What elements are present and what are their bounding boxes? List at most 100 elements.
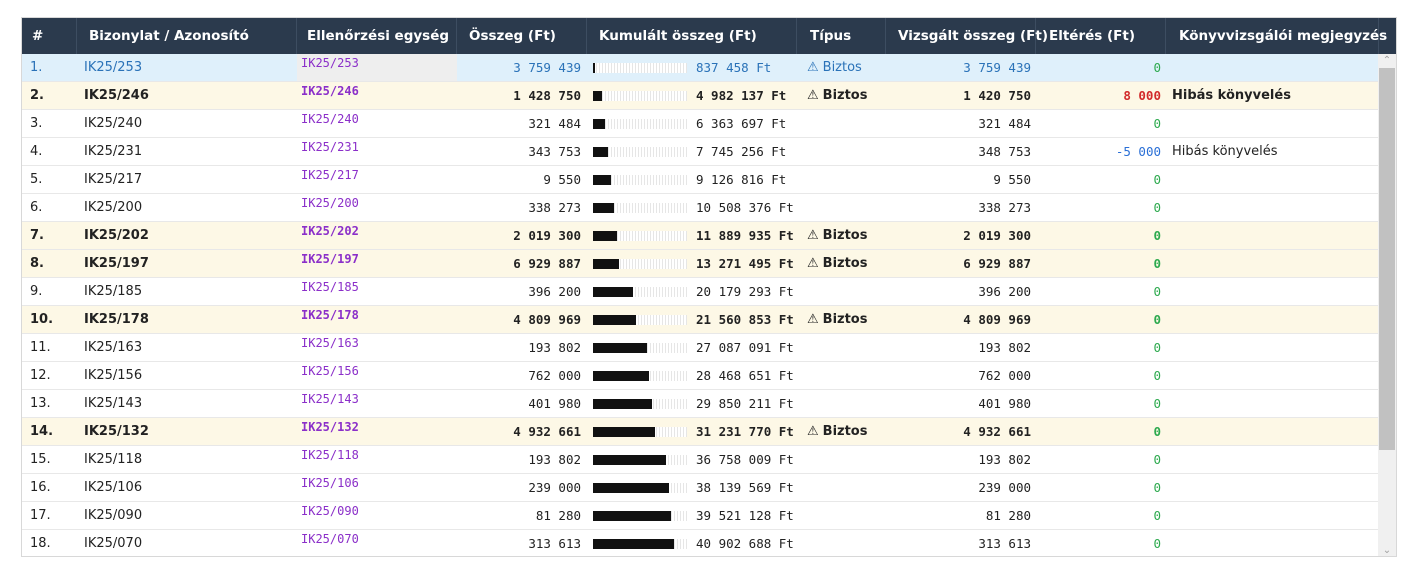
cumulative-progress-bar	[593, 230, 687, 241]
cumulative-value: 837 458 Ft	[696, 60, 772, 75]
cumulative-progress-bar	[593, 342, 687, 353]
control-unit-link[interactable]: IK25/246	[301, 84, 359, 98]
cumulative-progress-fill	[593, 454, 666, 465]
scroll-up-icon[interactable]: ⌃	[1382, 55, 1392, 66]
column-header-verified[interactable]: Vizsgált összeg (Ft)	[886, 18, 1048, 54]
row-index: 12.	[30, 368, 51, 383]
verified-amount: 9 550	[993, 172, 1031, 187]
cumulative-progress-fill	[593, 146, 608, 157]
warning-icon: ⚠	[807, 60, 819, 75]
difference-value: 0	[1153, 536, 1161, 551]
cumulative-progress-fill	[593, 370, 649, 381]
table-row[interactable]: 2. IK25/246 IK25/246 1 428 750 4 982 137 Ft ⚠…	[22, 82, 1379, 110]
control-unit-link[interactable]: IK25/200	[301, 196, 359, 210]
table-row[interactable]: 8. IK25/197 IK25/197 6 929 887 13 271 495 Ft…	[22, 250, 1379, 278]
control-unit-link[interactable]: IK25/106	[301, 476, 359, 490]
table-row[interactable]: 1. IK25/253 IK25/253 3 759 439 837 458 Ft ⚠ Bi…	[22, 54, 1379, 82]
table-row[interactable]: 10. IK25/178 IK25/178 4 809 969 21 560 853 F…	[22, 306, 1379, 334]
column-header-difference[interactable]: Eltérés (Ft)	[1036, 18, 1166, 54]
table-row[interactable]: 6. IK25/200 IK25/200 338 273 10 508 376 Ft 33…	[22, 194, 1379, 222]
cumulative-cell: 13 271 495 Ft	[587, 256, 797, 271]
cumulative-value: 10 508 376 Ft	[696, 200, 794, 215]
vertical-scrollbar[interactable]: ⌃ ⌄	[1378, 54, 1396, 556]
control-unit-link[interactable]: IK25/197	[301, 252, 359, 266]
row-index: 13.	[30, 396, 51, 411]
control-unit-link[interactable]: IK25/240	[301, 112, 359, 126]
cumulative-progress-fill	[593, 398, 652, 409]
control-unit-link[interactable]: IK25/231	[301, 140, 359, 154]
cumulative-cell: 6 363 697 Ft	[587, 116, 797, 131]
table-row[interactable]: 7. IK25/202 IK25/202 2 019 300 11 889 935 Ft…	[22, 222, 1379, 250]
table-row[interactable]: 16. IK25/106 IK25/106 239 000 38 139 569 Ft 2…	[22, 474, 1379, 502]
document-id: IK25/106	[84, 480, 143, 495]
auditor-note[interactable]: Hibás könyvelés	[1172, 88, 1291, 103]
amount-value: 4 932 661	[513, 424, 581, 439]
row-index: 3.	[30, 116, 43, 131]
control-unit-link[interactable]: IK25/090	[301, 504, 359, 518]
table-row[interactable]: 5. IK25/217 IK25/217 9 550 9 126 816 Ft 9 550…	[22, 166, 1379, 194]
document-id: IK25/185	[84, 284, 143, 299]
verified-amount: 2 019 300	[963, 228, 1031, 243]
cumulative-cell: 10 508 376 Ft	[587, 200, 797, 215]
warning-icon: ⚠	[807, 424, 819, 439]
table-row[interactable]: 11. IK25/163 IK25/163 193 802 27 087 091 Ft 1…	[22, 334, 1379, 362]
table-row[interactable]: 4. IK25/231 IK25/231 343 753 7 745 256 Ft 348…	[22, 138, 1379, 166]
difference-value: 0	[1153, 228, 1161, 243]
table-row[interactable]: 15. IK25/118 IK25/118 193 802 36 758 009 Ft 1…	[22, 446, 1379, 474]
column-header-amount[interactable]: Összeg (Ft)	[457, 18, 587, 54]
scroll-down-icon[interactable]: ⌄	[1382, 545, 1392, 556]
cumulative-progress-bar	[593, 118, 687, 129]
control-unit-link[interactable]: IK25/202	[301, 224, 359, 238]
control-unit-link[interactable]: IK25/143	[301, 392, 359, 406]
control-unit-link[interactable]: IK25/185	[301, 280, 359, 294]
cumulative-progress-bar	[593, 286, 687, 297]
column-header-unit[interactable]: Ellenőrzési egység	[297, 18, 457, 54]
difference-value: 0	[1153, 340, 1161, 355]
document-id: IK25/253	[84, 60, 143, 75]
verified-amount: 81 280	[985, 508, 1031, 523]
document-id: IK25/090	[84, 508, 143, 523]
control-unit-link[interactable]: IK25/253	[297, 54, 457, 81]
table-row[interactable]: 9. IK25/185 IK25/185 396 200 20 179 293 Ft 39…	[22, 278, 1379, 306]
control-unit-link[interactable]: IK25/070	[301, 532, 359, 546]
scrollbar-thumb[interactable]	[1379, 68, 1395, 450]
verified-amount: 3 759 439	[963, 60, 1031, 75]
column-header-cumulative[interactable]: Kumulált összeg (Ft)	[587, 18, 797, 54]
control-unit-link[interactable]: IK25/132	[301, 420, 359, 434]
difference-value: -5 000	[1115, 144, 1161, 159]
control-unit-link[interactable]: IK25/163	[301, 336, 359, 350]
type-label: Biztos	[822, 256, 868, 271]
column-header-auditor-note[interactable]: Könyvvizsgálói megjegyzés	[1166, 18, 1387, 54]
column-header-document[interactable]: Bizonylat / Azonosító	[77, 18, 297, 54]
control-unit-link[interactable]: IK25/178	[301, 308, 359, 322]
control-unit-link[interactable]: IK25/118	[301, 448, 359, 462]
cumulative-cell: 39 521 128 Ft	[587, 508, 797, 523]
document-id: IK25/231	[84, 144, 143, 159]
table-row[interactable]: 17. IK25/090 IK25/090 81 280 39 521 128 Ft 81…	[22, 502, 1379, 530]
row-index: 8.	[30, 256, 44, 271]
cumulative-progress-fill	[593, 538, 674, 549]
difference-value: 0	[1153, 508, 1161, 523]
auditor-note[interactable]: Hibás könyvelés	[1172, 144, 1278, 159]
table-row[interactable]: 3. IK25/240 IK25/240 321 484 6 363 697 Ft 321…	[22, 110, 1379, 138]
table-row[interactable]: 18. IK25/070 IK25/070 313 613 40 902 688 Ft 3…	[22, 530, 1379, 556]
row-index: 4.	[30, 144, 43, 159]
table-row[interactable]: 14. IK25/132 IK25/132 4 932 661 31 231 770 F…	[22, 418, 1379, 446]
document-id: IK25/197	[84, 256, 149, 271]
cumulative-value: 20 179 293 Ft	[696, 284, 794, 299]
control-unit-link[interactable]: IK25/156	[301, 364, 359, 378]
column-header-type[interactable]: Típus	[797, 18, 886, 54]
control-unit-link[interactable]: IK25/217	[301, 168, 359, 182]
verified-amount: 1 420 750	[963, 88, 1031, 103]
cumulative-value: 21 560 853 Ft	[696, 312, 794, 327]
column-header-index[interactable]: #	[22, 18, 77, 54]
cumulative-progress-fill	[593, 258, 619, 269]
verified-amount: 313 613	[978, 536, 1031, 551]
cumulative-progress-fill	[593, 118, 605, 129]
difference-value: 0	[1153, 256, 1161, 271]
table-row[interactable]: 12. IK25/156 IK25/156 762 000 28 468 651 Ft 7…	[22, 362, 1379, 390]
cumulative-cell: 38 139 569 Ft	[587, 480, 797, 495]
type-cell: ⚠ Biztos	[797, 60, 886, 75]
table-row[interactable]: 13. IK25/143 IK25/143 401 980 29 850 211 Ft 4…	[22, 390, 1379, 418]
amount-value: 81 280	[535, 508, 581, 523]
